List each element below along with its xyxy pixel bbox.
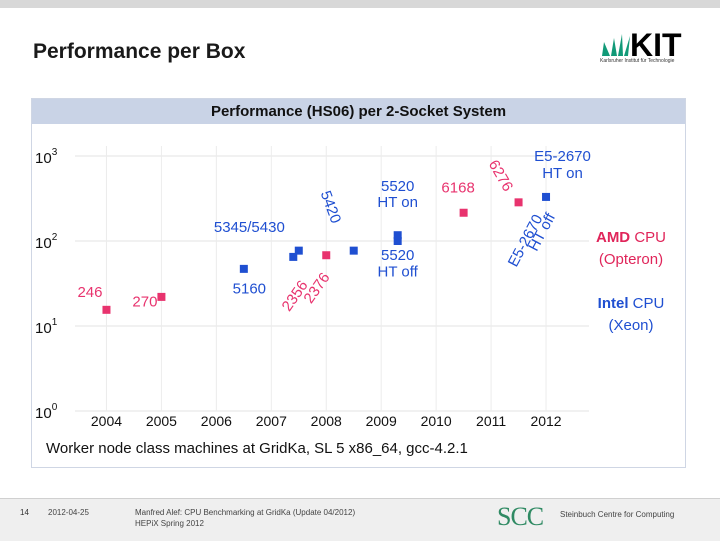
data-point [102, 305, 111, 314]
footer-date: 2012-04-25 [48, 508, 89, 517]
point-label: 6276 [485, 157, 516, 194]
x-tick-label: 2011 [476, 413, 506, 429]
page-number: 14 [20, 508, 29, 517]
x-tick-label: 2008 [311, 413, 342, 429]
x-tick-label: 2007 [256, 413, 287, 429]
x-tick-label: 2006 [201, 413, 232, 429]
x-tick-label: 2012 [530, 413, 561, 429]
point-label: 2376 [301, 270, 334, 307]
point-label: 5160 [233, 281, 266, 298]
footer-event: HEPiX Spring 2012 [135, 519, 204, 528]
y-tick-label: 101 [35, 317, 58, 337]
data-point [349, 246, 358, 255]
data-point [289, 252, 298, 261]
point-label: 5420 [317, 189, 344, 226]
legend-entry-sub: (Opteron) [599, 251, 663, 268]
point-label: HT on [377, 194, 418, 211]
data-points [102, 192, 551, 314]
legend-entry: Intel CPU [598, 295, 665, 312]
data-point [393, 231, 402, 240]
legend-entry: AMD CPU [596, 229, 666, 246]
chart-title-bar [31, 98, 686, 124]
x-tick-label: 2005 [146, 413, 177, 429]
legend-entry-sub: (Xeon) [608, 317, 653, 334]
x-tick-label: 2004 [91, 413, 122, 429]
point-label: HT on [542, 165, 583, 182]
y-tick-label: 103 [35, 147, 58, 167]
y-tick-label: 102 [35, 232, 58, 252]
scc-logo: SCC [497, 502, 544, 531]
footer-bar [0, 498, 720, 541]
data-point [294, 246, 303, 255]
data-point [542, 192, 551, 201]
point-label: 5520 [381, 247, 414, 264]
point-label: 6168 [441, 180, 474, 197]
legend: AMD CPU (Opteron) Intel CPU (Xeon) [596, 229, 666, 334]
footer-author: Manfred Alef: CPU Benchmarking at GridKa… [135, 508, 356, 517]
kit-logo: KIT [602, 27, 682, 63]
data-point [393, 237, 402, 245]
chart-grid [75, 146, 589, 412]
data-point [459, 208, 468, 217]
x-tick-label: 2010 [421, 413, 452, 429]
data-point [514, 198, 523, 207]
point-label: 5520 [381, 178, 414, 195]
y-tick-label: 100 [35, 402, 58, 422]
slide-top-frame [0, 0, 720, 8]
chart-frame [31, 98, 686, 468]
data-point [322, 251, 331, 260]
point-label: E5-2670 [534, 148, 591, 165]
point-label: 5345/5430 [214, 219, 285, 236]
kit-logo-mark [602, 34, 630, 56]
point-label: 246 [77, 284, 102, 301]
y-axis: 100 101 102 103 [35, 147, 58, 422]
chart-title: Performance (HS06) per 2-Socket System [210, 103, 507, 120]
chart-canvas: 100 101 102 103 2004 2005 2006 2007 2008 2009 201… [31, 98, 686, 468]
data-point [239, 264, 248, 273]
point-label: 270 [132, 293, 157, 310]
x-tick-label: 2009 [366, 413, 397, 429]
data-point [157, 292, 166, 301]
x-axis: 2004 2005 2006 2007 2008 2009 2010 2011 2012 [91, 413, 562, 429]
kit-logo-subtitle: Karlsruher Institut für Technologie [600, 58, 675, 64]
scc-name: Steinbuch Centre for Computing [560, 510, 675, 519]
kit-logo-text: KIT [630, 27, 682, 63]
slide-title: Performance per Box [33, 40, 246, 63]
point-label: HT off [378, 264, 419, 281]
x-axis-label: Worker node class machines at GridKa, SL… [46, 440, 468, 457]
